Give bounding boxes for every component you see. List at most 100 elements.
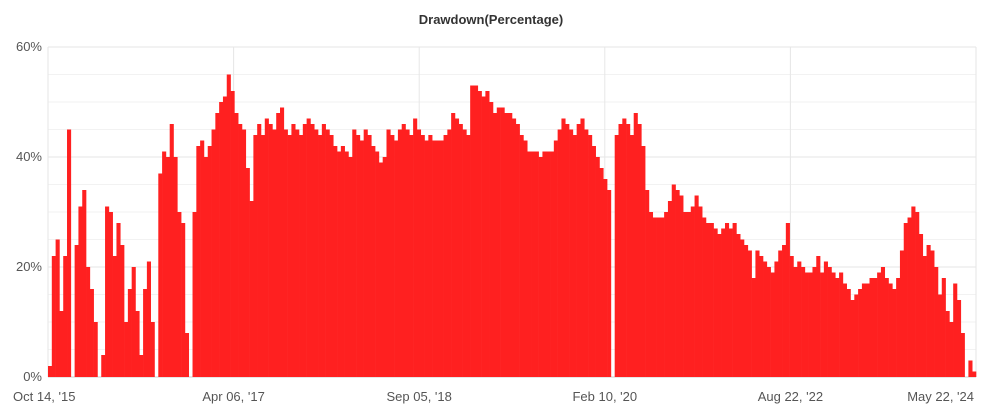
drawdown-bar	[884, 278, 889, 377]
drawdown-bar	[744, 245, 749, 377]
drawdown-bar	[74, 245, 79, 377]
drawdown-bar	[504, 113, 509, 377]
drawdown-bar	[839, 272, 844, 377]
drawdown-bar	[918, 234, 924, 377]
drawdown-bar	[470, 85, 475, 377]
drawdown-bar	[173, 157, 178, 377]
drawdown-bar	[827, 267, 832, 377]
drawdown-bar	[48, 366, 53, 377]
drawdown-bar	[272, 129, 277, 377]
drawdown-bar	[656, 217, 661, 377]
drawdown-bar	[679, 195, 684, 377]
drawdown-bar	[253, 135, 258, 377]
drawdown-bar	[664, 212, 669, 377]
drawdown-bar	[675, 190, 680, 377]
y-tick-label: 20%	[16, 259, 42, 274]
drawdown-bar	[747, 250, 752, 377]
drawdown-bar	[690, 206, 695, 377]
drawdown-bar	[101, 355, 106, 377]
drawdown-bar	[291, 124, 296, 377]
drawdown-bar	[207, 146, 212, 377]
drawdown-bar	[782, 245, 787, 377]
drawdown-bar	[481, 96, 486, 377]
drawdown-bar	[89, 289, 94, 377]
drawdown-bar	[880, 267, 886, 377]
drawdown-bar	[287, 135, 292, 377]
drawdown-bar	[888, 283, 893, 377]
drawdown-bar	[740, 239, 745, 377]
drawdown-bar	[736, 234, 741, 377]
drawdown-bar	[709, 223, 714, 377]
drawdown-bar	[443, 135, 448, 377]
drawdown-bar	[222, 96, 228, 377]
drawdown-bar	[268, 124, 273, 377]
drawdown-bar	[941, 278, 946, 377]
drawdown-bar	[561, 118, 566, 377]
drawdown-bar	[401, 124, 406, 377]
drawdown-bar	[542, 151, 547, 377]
drawdown-bar	[105, 206, 110, 377]
drawdown-bar	[580, 118, 585, 377]
drawdown-bar	[858, 289, 863, 377]
drawdown-bar	[915, 212, 920, 377]
drawdown-bar	[299, 135, 304, 377]
drawdown-bar	[702, 217, 707, 377]
y-tick-label: 0%	[23, 369, 42, 384]
drawdown-bar	[462, 129, 467, 377]
drawdown-bar	[569, 129, 574, 377]
drawdown-bar	[956, 300, 962, 377]
drawdown-bar	[519, 135, 524, 377]
y-tick-label: 60%	[16, 39, 42, 54]
drawdown-bar	[394, 140, 399, 377]
x-tick-label: May 22, '24	[907, 389, 974, 404]
drawdown-bar	[127, 289, 132, 377]
drawdown-bar	[318, 135, 323, 377]
drawdown-bar	[934, 267, 939, 377]
x-axis: Oct 14, '15 Apr 06, '17 Sep 05, '18 Feb 10,…	[13, 389, 974, 404]
drawdown-bar	[321, 124, 326, 377]
drawdown-bar	[375, 151, 380, 377]
drawdown-bar	[960, 333, 965, 377]
drawdown-bar	[184, 333, 190, 377]
drawdown-bar	[759, 256, 764, 377]
drawdown-bar	[599, 168, 604, 377]
drawdown-bar	[808, 272, 813, 377]
drawdown-bar	[751, 278, 756, 377]
drawdown-bar	[652, 217, 657, 377]
drawdown-bar	[896, 278, 901, 377]
drawdown-bar	[473, 85, 479, 377]
drawdown-bar	[55, 239, 60, 377]
drawdown-bar	[515, 124, 520, 377]
drawdown-bar	[584, 129, 589, 377]
drawdown-bar	[283, 129, 288, 377]
drawdown-bar	[93, 322, 98, 377]
drawdown-bar	[508, 113, 513, 377]
drawdown-bar	[348, 157, 353, 377]
drawdown-bar	[451, 113, 456, 377]
drawdown-bar	[546, 151, 551, 377]
drawdown-bar	[386, 129, 391, 377]
drawdown-bar	[276, 113, 281, 377]
drawdown-bar	[409, 135, 414, 377]
drawdown-bar	[371, 146, 376, 377]
drawdown-bar	[230, 91, 235, 377]
drawdown-bar	[295, 129, 300, 377]
drawdown-bar	[633, 113, 638, 377]
drawdown-bar	[264, 118, 269, 377]
drawdown-bar	[804, 272, 809, 377]
x-tick-label: Oct 14, '15	[13, 389, 75, 404]
drawdown-bar	[797, 261, 802, 377]
drawdown-bar	[139, 355, 144, 377]
drawdown-bar	[458, 124, 463, 377]
drawdown-bar	[785, 223, 790, 377]
drawdown-bar	[63, 256, 68, 377]
drawdown-bar	[907, 217, 912, 377]
drawdown-bar	[557, 129, 562, 377]
drawdown-bar	[143, 289, 148, 377]
drawdown-bar	[686, 212, 692, 377]
drawdown-bar	[333, 146, 338, 377]
drawdown-bar	[352, 129, 357, 377]
drawdown-bar	[146, 261, 151, 377]
drawdown-bar	[447, 129, 452, 377]
